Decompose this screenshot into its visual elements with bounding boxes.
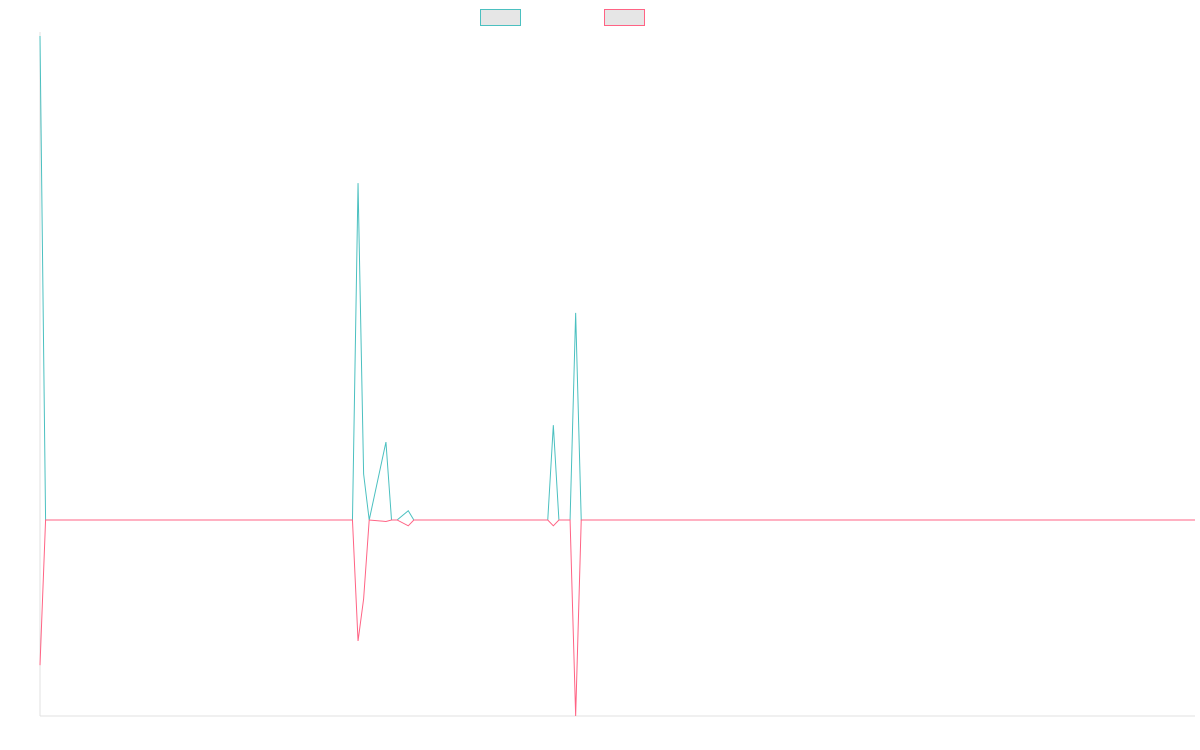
legend-swatch xyxy=(480,9,521,26)
legend-swatch xyxy=(604,9,645,26)
line-series xyxy=(39,519,1195,717)
line-series xyxy=(39,35,1195,521)
